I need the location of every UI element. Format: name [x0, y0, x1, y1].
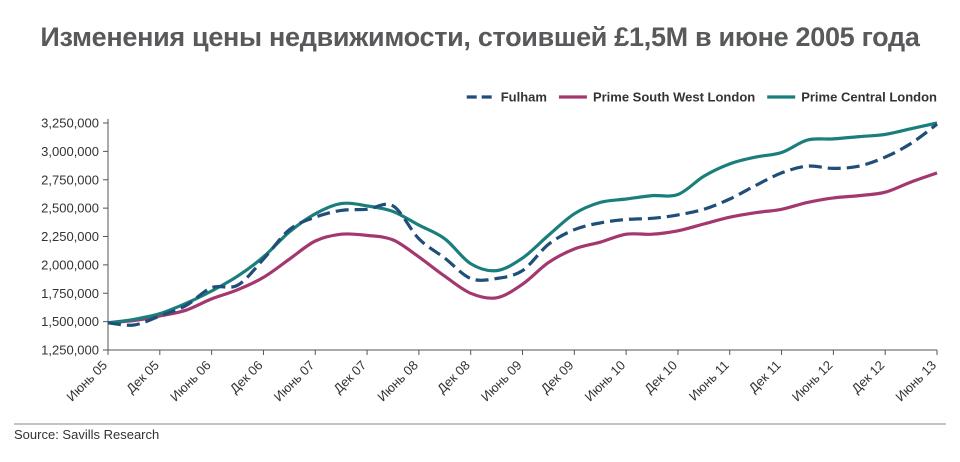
- x-tick-label: Июнь 11: [686, 358, 732, 404]
- x-tick-label: Дек 12: [849, 358, 888, 397]
- y-tick-label: 2,000,000: [41, 257, 99, 272]
- x-tick-label: Июнь 08: [374, 358, 421, 405]
- y-tick-label: 2,250,000: [41, 229, 99, 244]
- y-tick-label: 1,250,000: [41, 343, 99, 358]
- legend-label: Fulham: [501, 90, 547, 105]
- x-tick-label: Дек 05: [123, 358, 162, 397]
- x-tick-label: Июнь 13: [892, 358, 939, 405]
- y-tick-label: 3,000,000: [41, 144, 99, 159]
- legend-label: Prime Central London: [801, 90, 937, 105]
- x-tick-label: Дек 11: [746, 358, 784, 396]
- legend: Fulham Prime South West London Prime Centr…: [466, 90, 937, 105]
- series-lines: [107, 121, 938, 327]
- y-tick-label: 2,500,000: [41, 201, 99, 216]
- y-tick-label: 1,500,000: [41, 314, 99, 329]
- series-line-fulham: [107, 122, 938, 327]
- y-tick-label: 1,750,000: [41, 286, 99, 301]
- x-tick-label: Июнь 05: [63, 358, 110, 405]
- legend-label: Prime South West London: [593, 90, 755, 105]
- y-axis: 1,250,000 1,500,000 1,750,000 2,000,000 2,25…: [41, 116, 109, 358]
- x-tick-label: Дек 10: [641, 358, 680, 397]
- series-line-prime-central-london: [107, 121, 938, 325]
- chart-title: Изменения цены недвижимости, стоившей £1…: [40, 22, 920, 52]
- x-tick-label: Дек 09: [538, 358, 577, 397]
- y-tick-label: 3,250,000: [41, 116, 99, 131]
- x-tick-label: Июнь 10: [581, 358, 628, 405]
- x-tick-label: Июнь 06: [167, 358, 214, 405]
- x-tick-label: Июнь 09: [478, 358, 525, 405]
- x-tick-label: Дек 06: [227, 358, 266, 397]
- x-tick-label: Дек 08: [434, 358, 473, 397]
- series-line-prime-south-west-london: [107, 171, 938, 325]
- x-axis: Июнь 05 Дек 05 Июнь 06 Дек 06 Июнь 07 Дек 07 И…: [63, 349, 939, 405]
- y-tick-label: 2,750,000: [41, 172, 99, 187]
- x-tick-label: Дек 07: [330, 358, 369, 397]
- x-tick-label: Июнь 07: [271, 358, 318, 405]
- x-tick-label: Июнь 12: [789, 358, 836, 405]
- source-label: Source: Savills Research: [14, 427, 159, 442]
